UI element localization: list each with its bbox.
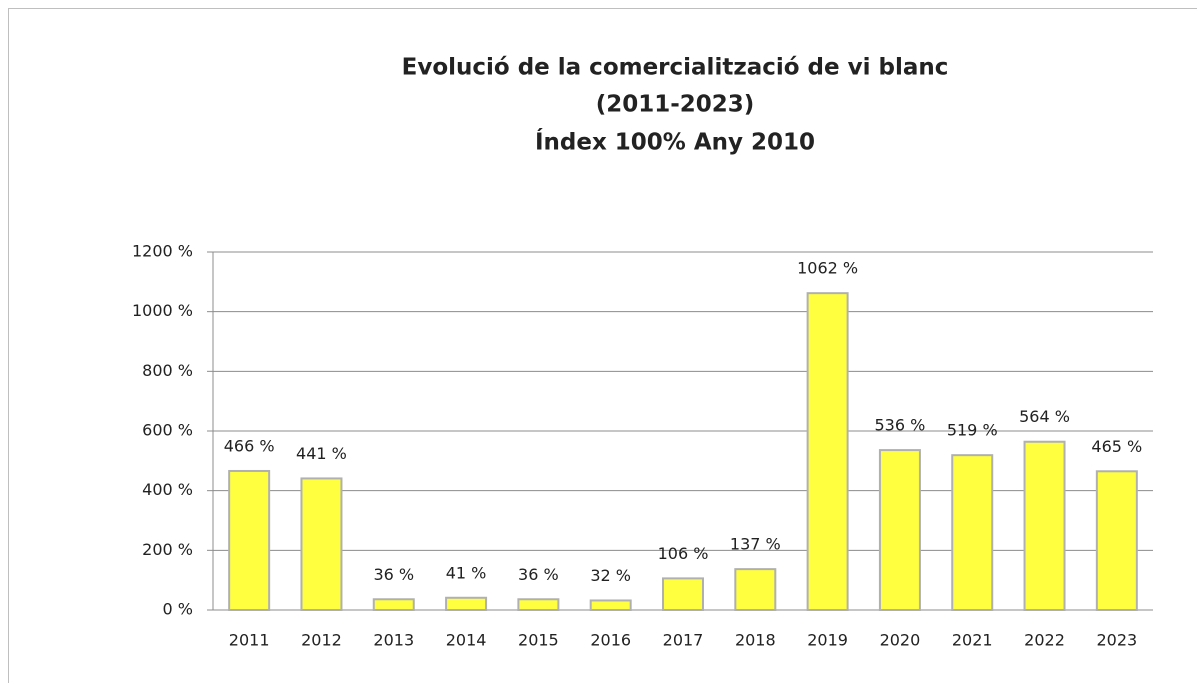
bar: [734, 568, 777, 612]
x-tick-label: 2011: [229, 631, 270, 650]
x-tick-label: 2014: [446, 631, 487, 650]
x-tick-label: 2015: [518, 631, 559, 650]
x-tick-label: 2013: [373, 631, 414, 650]
chart-title: (2011-2023): [596, 92, 755, 118]
chart-title: Evolució de la comercialització de vi bl…: [402, 55, 949, 81]
data-label: 137 %: [730, 535, 781, 554]
data-label: 1062 %: [797, 259, 858, 278]
x-tick-label: 2023: [1096, 631, 1137, 650]
data-label: 536 %: [875, 416, 926, 435]
bar: [1023, 440, 1066, 611]
data-label: 465 %: [1091, 437, 1142, 456]
y-tick-label: 800 %: [142, 361, 193, 380]
bar: [372, 598, 415, 612]
x-tick-label: 2012: [301, 631, 342, 650]
x-tick-label: 2022: [1024, 631, 1065, 650]
y-tick-label: 600 %: [142, 421, 193, 440]
y-tick-label: 1200 %: [132, 242, 193, 261]
x-tick-label: 2018: [735, 631, 776, 650]
x-tick-label: 2020: [880, 631, 921, 650]
x-tick-label: 2017: [663, 631, 704, 650]
bar: [806, 292, 849, 611]
data-label: 36 %: [373, 565, 414, 584]
data-label: 41 %: [446, 563, 487, 582]
y-tick-label: 1000 %: [132, 301, 193, 320]
data-label: 466 %: [224, 436, 275, 455]
data-label: 441 %: [296, 444, 347, 463]
bar: [1095, 470, 1138, 611]
x-tick-label: 2021: [952, 631, 993, 650]
bar: [517, 598, 560, 612]
x-tick-label: 2019: [807, 631, 848, 650]
bar: [662, 577, 704, 611]
chart-title: Índex 100% Any 2010: [535, 128, 815, 156]
y-tick-label: 200 %: [142, 540, 193, 559]
x-tick-label: 2016: [590, 631, 631, 650]
y-tick-label: 0 %: [163, 600, 193, 619]
bar: [228, 469, 271, 611]
data-label: 106 %: [658, 544, 709, 563]
data-label: 32 %: [590, 566, 631, 585]
y-tick-label: 400 %: [142, 480, 193, 499]
bar: [951, 454, 994, 612]
bar: [445, 596, 488, 611]
bar: [589, 599, 632, 611]
data-label: 519 %: [947, 421, 998, 440]
data-label: 564 %: [1019, 407, 1070, 426]
chart-frame: [8, 8, 1197, 683]
bar: [878, 449, 921, 611]
data-label: 36 %: [518, 565, 559, 584]
bar: [300, 477, 343, 611]
